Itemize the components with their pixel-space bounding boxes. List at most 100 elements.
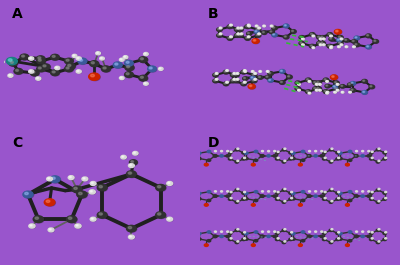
Circle shape <box>244 82 246 83</box>
Circle shape <box>158 186 161 188</box>
Circle shape <box>289 232 292 235</box>
Circle shape <box>346 244 349 246</box>
Circle shape <box>302 44 304 46</box>
Circle shape <box>302 38 304 40</box>
Circle shape <box>207 199 211 202</box>
Circle shape <box>345 46 348 48</box>
Circle shape <box>241 70 246 74</box>
Circle shape <box>312 35 315 37</box>
Circle shape <box>338 42 343 45</box>
Circle shape <box>326 91 329 93</box>
Circle shape <box>220 27 222 29</box>
Circle shape <box>308 81 311 82</box>
Circle shape <box>371 151 373 152</box>
Circle shape <box>320 195 324 197</box>
Circle shape <box>245 37 250 40</box>
Circle shape <box>267 235 270 237</box>
Circle shape <box>326 81 328 82</box>
Circle shape <box>214 195 217 197</box>
Circle shape <box>69 176 74 180</box>
Circle shape <box>217 28 222 32</box>
Circle shape <box>242 158 245 160</box>
Circle shape <box>90 74 94 77</box>
Circle shape <box>32 71 35 73</box>
Circle shape <box>324 232 326 233</box>
Circle shape <box>91 62 94 64</box>
Circle shape <box>31 71 39 76</box>
Circle shape <box>207 191 211 193</box>
Circle shape <box>234 28 240 32</box>
Circle shape <box>299 36 304 39</box>
Circle shape <box>252 80 257 83</box>
Circle shape <box>236 73 239 74</box>
Circle shape <box>306 90 311 94</box>
Circle shape <box>254 73 257 74</box>
Circle shape <box>0 60 4 64</box>
Circle shape <box>312 35 315 37</box>
Circle shape <box>338 36 340 37</box>
Circle shape <box>292 238 295 240</box>
Circle shape <box>291 151 293 152</box>
Circle shape <box>237 160 239 162</box>
Circle shape <box>248 33 249 34</box>
Circle shape <box>269 72 271 74</box>
Circle shape <box>350 89 356 92</box>
Text: C: C <box>12 136 22 151</box>
Circle shape <box>242 83 244 84</box>
Circle shape <box>376 201 380 203</box>
Circle shape <box>310 33 315 36</box>
Circle shape <box>242 71 244 72</box>
Circle shape <box>307 235 311 237</box>
Text: D: D <box>208 136 219 151</box>
Circle shape <box>351 89 353 90</box>
Circle shape <box>334 86 335 87</box>
Circle shape <box>351 89 356 92</box>
Circle shape <box>310 45 315 48</box>
Circle shape <box>316 84 318 85</box>
Circle shape <box>362 80 368 83</box>
Circle shape <box>329 161 333 163</box>
Circle shape <box>255 34 261 37</box>
Circle shape <box>244 157 248 160</box>
Circle shape <box>336 192 340 194</box>
Circle shape <box>291 197 293 199</box>
Circle shape <box>363 91 365 92</box>
Circle shape <box>258 27 260 29</box>
Circle shape <box>269 79 271 81</box>
Circle shape <box>30 70 31 72</box>
Circle shape <box>326 91 329 93</box>
Circle shape <box>355 37 357 38</box>
Circle shape <box>228 238 232 241</box>
Circle shape <box>329 241 333 244</box>
Circle shape <box>258 33 260 35</box>
Circle shape <box>251 163 255 166</box>
Circle shape <box>254 150 258 153</box>
Circle shape <box>273 235 276 237</box>
Circle shape <box>334 87 340 91</box>
Circle shape <box>378 148 380 149</box>
Circle shape <box>128 235 134 239</box>
Circle shape <box>368 231 370 232</box>
Circle shape <box>308 191 310 192</box>
Circle shape <box>66 59 74 64</box>
Circle shape <box>308 92 310 93</box>
Circle shape <box>226 82 229 83</box>
Circle shape <box>320 155 324 157</box>
Circle shape <box>252 74 257 77</box>
Circle shape <box>254 240 258 242</box>
Circle shape <box>128 164 134 167</box>
Circle shape <box>367 155 370 157</box>
Circle shape <box>244 151 246 152</box>
Circle shape <box>38 59 41 61</box>
Circle shape <box>158 67 163 70</box>
Circle shape <box>313 81 318 85</box>
Circle shape <box>90 191 92 192</box>
Circle shape <box>237 229 239 230</box>
Circle shape <box>51 176 60 183</box>
Circle shape <box>334 87 339 91</box>
Circle shape <box>90 61 99 67</box>
Circle shape <box>102 67 111 72</box>
Circle shape <box>378 241 380 242</box>
Circle shape <box>272 26 278 30</box>
Circle shape <box>204 204 208 206</box>
